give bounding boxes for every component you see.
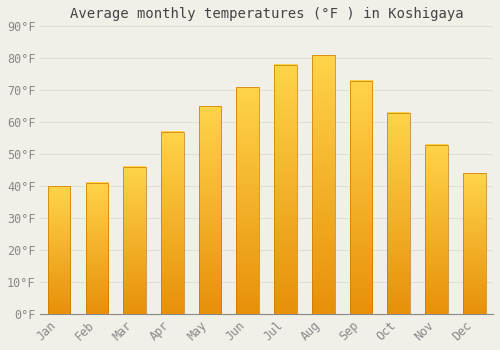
Bar bbox=[274, 65, 297, 314]
Bar bbox=[161, 132, 184, 314]
Bar bbox=[124, 167, 146, 314]
Bar bbox=[236, 87, 259, 314]
Bar bbox=[48, 186, 70, 314]
Bar bbox=[350, 80, 372, 314]
Bar bbox=[86, 183, 108, 314]
Bar bbox=[312, 55, 334, 314]
Bar bbox=[199, 106, 222, 314]
Bar bbox=[425, 145, 448, 314]
Title: Average monthly temperatures (°F ) in Koshigaya: Average monthly temperatures (°F ) in Ko… bbox=[70, 7, 464, 21]
Bar bbox=[388, 113, 410, 314]
Bar bbox=[463, 173, 485, 314]
